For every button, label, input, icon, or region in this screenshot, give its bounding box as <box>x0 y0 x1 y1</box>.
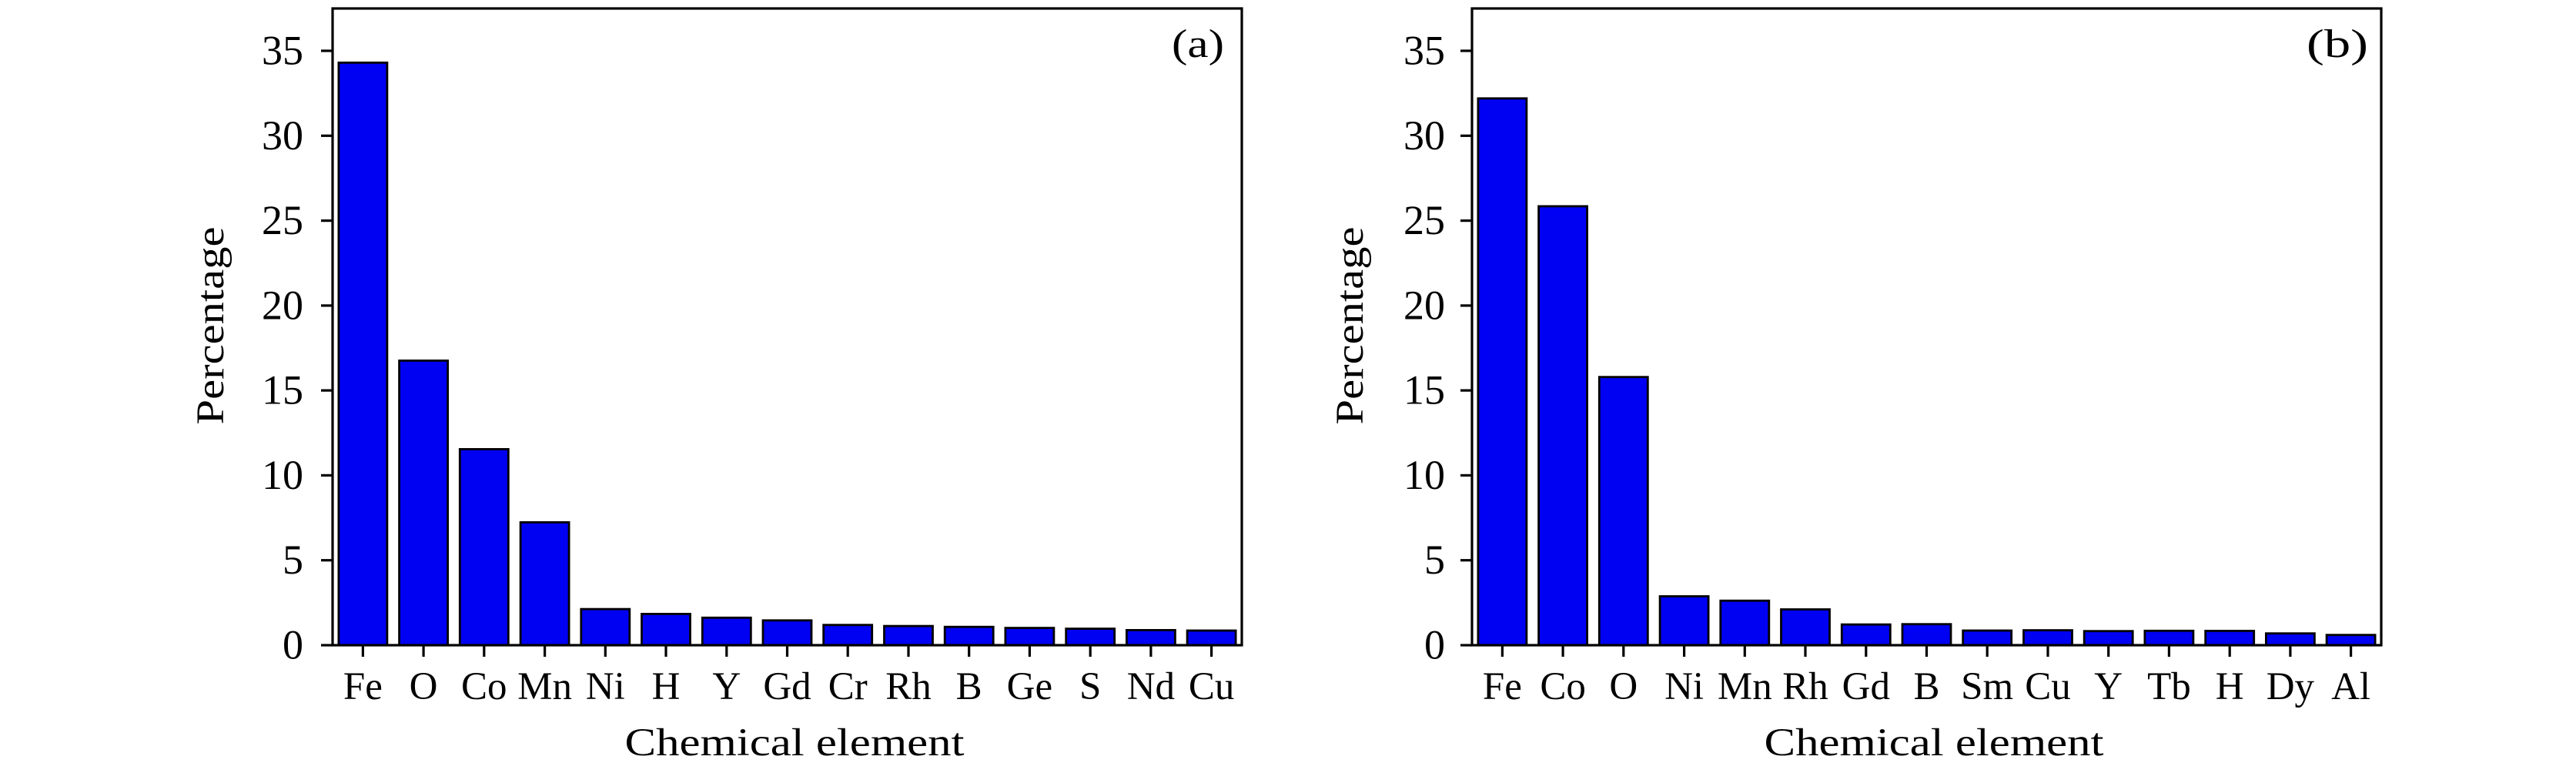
svg-text:H: H <box>652 665 681 708</box>
svg-text:B: B <box>1913 665 1939 708</box>
svg-text:Mn: Mn <box>1718 665 1772 708</box>
svg-text:0: 0 <box>1424 622 1445 668</box>
svg-text:15: 15 <box>1403 367 1445 413</box>
svg-text:20: 20 <box>262 282 303 328</box>
svg-text:Cr: Cr <box>828 665 868 708</box>
svg-text:Ni: Ni <box>1664 665 1704 708</box>
svg-text:Y: Y <box>712 665 741 708</box>
svg-text:Rh: Rh <box>1782 665 1828 708</box>
svg-text:Gd: Gd <box>763 665 811 708</box>
svg-text:Mn: Mn <box>517 665 572 708</box>
svg-text:25: 25 <box>1403 197 1445 243</box>
svg-text:O: O <box>1609 665 1638 708</box>
svg-text:Co: Co <box>1540 665 1586 708</box>
svg-text:B: B <box>956 665 982 708</box>
svg-text:Cu: Cu <box>1189 665 1235 708</box>
svg-text:Percentage: Percentage <box>189 227 233 425</box>
svg-text:10: 10 <box>262 452 303 498</box>
svg-text:Ni: Ni <box>586 665 625 708</box>
svg-text:S: S <box>1079 665 1101 708</box>
svg-text:30: 30 <box>1403 112 1445 159</box>
svg-text:Fe: Fe <box>343 665 383 708</box>
svg-text:Chemical element: Chemical element <box>1765 721 2104 765</box>
svg-text:Al: Al <box>2331 665 2370 708</box>
svg-text:25: 25 <box>262 197 303 243</box>
svg-text:O: O <box>410 665 438 708</box>
svg-text:Sm: Sm <box>1961 665 2013 708</box>
svg-text:Fe: Fe <box>1483 665 1522 708</box>
svg-text:35: 35 <box>1403 28 1445 74</box>
svg-text:Ge: Ge <box>1007 665 1052 708</box>
svg-text:Dy: Dy <box>2267 665 2315 708</box>
svg-text:0: 0 <box>283 622 303 668</box>
svg-text:H: H <box>2216 665 2244 708</box>
svg-text:30: 30 <box>262 112 303 159</box>
svg-text:10: 10 <box>1403 452 1445 498</box>
svg-text:Gd: Gd <box>1842 665 1890 708</box>
svg-text:Nd: Nd <box>1127 665 1175 708</box>
svg-text:Percentage: Percentage <box>1329 227 1372 425</box>
svg-text:35: 35 <box>262 28 303 74</box>
svg-text:Y: Y <box>2094 665 2123 708</box>
svg-text:Rh: Rh <box>885 665 932 708</box>
svg-text:Tb: Tb <box>2147 665 2191 708</box>
svg-text:Co: Co <box>461 665 507 708</box>
svg-text:Cu: Cu <box>2025 665 2071 708</box>
svg-text:5: 5 <box>1424 537 1445 583</box>
svg-text:(b): (b) <box>2307 22 2368 66</box>
svg-text:Chemical element: Chemical element <box>625 721 965 765</box>
svg-text:(a): (a) <box>1172 22 1224 66</box>
svg-text:5: 5 <box>283 537 303 583</box>
svg-text:20: 20 <box>1403 282 1445 328</box>
svg-text:15: 15 <box>262 367 303 413</box>
